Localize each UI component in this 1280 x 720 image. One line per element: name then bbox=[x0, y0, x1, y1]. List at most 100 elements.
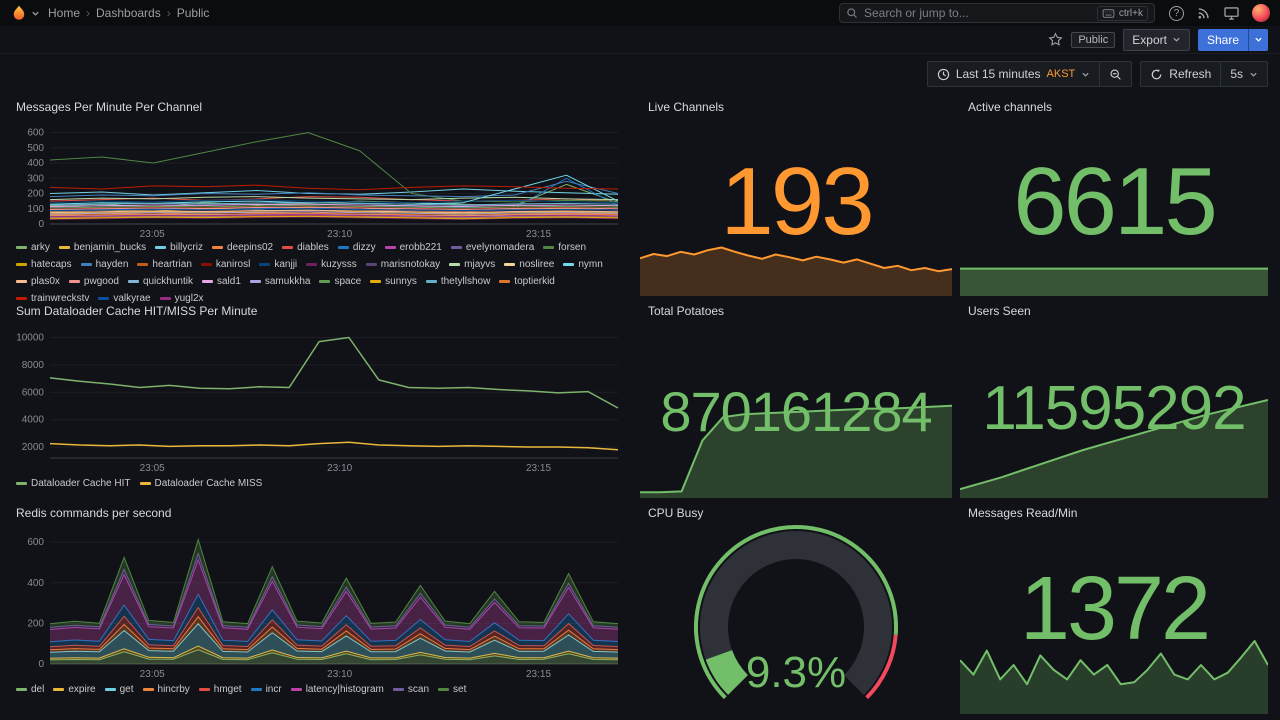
legend-swatch bbox=[98, 297, 110, 300]
help-icon[interactable]: ? bbox=[1169, 5, 1184, 21]
chart-legend: del expire get hincrby hmget incr latency|hist… bbox=[16, 682, 628, 697]
legend-item[interactable]: hincrby bbox=[142, 682, 190, 697]
legend-item[interactable]: thetyllshow bbox=[425, 274, 490, 289]
panel-title[interactable]: Users Seen bbox=[968, 304, 1031, 318]
legend-item[interactable]: nymn bbox=[563, 257, 603, 272]
panel-messages-read: Messages Read/Min 1372 bbox=[960, 502, 1268, 714]
sparkline[interactable] bbox=[960, 396, 1268, 498]
legend-item[interactable]: space bbox=[319, 274, 361, 289]
legend-item[interactable]: plas0x bbox=[16, 274, 60, 289]
legend-item[interactable]: billycriz bbox=[155, 240, 203, 255]
legend-item[interactable]: marisnotokay bbox=[365, 257, 440, 272]
export-button[interactable]: Export bbox=[1123, 28, 1190, 51]
legend-item[interactable]: samukkha bbox=[249, 274, 310, 289]
legend-label: pwgood bbox=[83, 276, 119, 287]
timeseries-chart[interactable]: 0 200 400 600 23:05 23:10 23:15 bbox=[14, 528, 624, 680]
share-button[interactable]: Share bbox=[1197, 28, 1248, 51]
legend-item[interactable]: nosliree bbox=[504, 257, 554, 272]
series-line bbox=[49, 336, 619, 409]
stat-value: 193 bbox=[720, 148, 874, 255]
panel-title[interactable]: Total Potatoes bbox=[648, 304, 725, 318]
timeseries-chart[interactable]: 0 100 200 300 400 500 600 23:05 23:10 23:15 bbox=[14, 122, 624, 240]
panel-title[interactable]: Messages Per Minute Per Channel bbox=[16, 100, 203, 114]
sparkline[interactable] bbox=[960, 262, 1268, 296]
legend-item[interactable]: sunnys bbox=[370, 274, 417, 289]
legend-item[interactable]: del bbox=[16, 682, 44, 697]
series-line bbox=[49, 203, 619, 207]
breadcrumb-current[interactable]: Public bbox=[176, 6, 210, 20]
legend-item[interactable]: incr bbox=[250, 682, 282, 697]
legend-item[interactable]: scan bbox=[392, 682, 430, 697]
legend-item[interactable]: set bbox=[438, 682, 466, 697]
zoom-out-button[interactable] bbox=[1100, 62, 1131, 86]
time-range-picker[interactable]: Last 15 minutes AKST bbox=[928, 62, 1099, 86]
series-line bbox=[49, 199, 619, 204]
x-axis-label: 23:15 bbox=[526, 229, 551, 240]
legend-item[interactable]: Dataloader Cache HIT bbox=[16, 476, 131, 491]
monitor-icon[interactable] bbox=[1224, 6, 1239, 20]
legend-item[interactable]: mjayvs bbox=[449, 257, 495, 272]
legend-item[interactable]: arky bbox=[16, 240, 50, 255]
sparkline-canvas bbox=[960, 267, 1268, 296]
legend-item[interactable]: dizzy bbox=[337, 240, 376, 255]
legend-item[interactable]: kuzysss bbox=[306, 257, 357, 272]
sparkline[interactable] bbox=[960, 614, 1268, 714]
legend-item[interactable]: evelynomadera bbox=[450, 240, 534, 255]
legend-item[interactable]: latency|histogram bbox=[290, 682, 384, 697]
public-tag[interactable]: Public bbox=[1071, 31, 1116, 48]
legend-label: scan bbox=[407, 684, 430, 695]
legend-item[interactable]: erobb221 bbox=[384, 240, 442, 255]
legend-item[interactable]: valkyrae bbox=[98, 291, 151, 306]
series-line bbox=[49, 441, 619, 451]
panel-title[interactable]: CPU Busy bbox=[648, 506, 704, 520]
panel-title[interactable]: Sum Dataloader Cache HIT/MISS Per Minute bbox=[16, 304, 258, 318]
legend-item[interactable]: get bbox=[104, 682, 134, 697]
legend-item[interactable]: expire bbox=[53, 682, 96, 697]
legend-item[interactable]: Dataloader Cache MISS bbox=[139, 476, 262, 491]
sparkline[interactable] bbox=[640, 238, 952, 296]
grafana-logo[interactable] bbox=[10, 4, 40, 22]
legend-item[interactable]: benjamin_bucks bbox=[58, 240, 146, 255]
nav-icon-group: ? bbox=[1169, 4, 1270, 22]
sparkline[interactable] bbox=[640, 400, 952, 498]
legend-item[interactable]: kanirosl bbox=[200, 257, 250, 272]
legend-item[interactable]: trainwreckstv bbox=[16, 291, 89, 306]
legend-item[interactable]: sald1 bbox=[201, 274, 241, 289]
legend-label: latency|histogram bbox=[305, 684, 384, 695]
share-menu-button[interactable] bbox=[1248, 28, 1268, 51]
panel-title[interactable]: Active channels bbox=[968, 100, 1053, 114]
y-axis-label: 200 bbox=[27, 189, 44, 200]
rss-icon[interactable] bbox=[1197, 6, 1211, 20]
search-input[interactable]: Search or jump to... ctrl+k bbox=[839, 3, 1155, 23]
y-axis-label: 400 bbox=[27, 158, 44, 169]
panel-title[interactable]: Live Channels bbox=[648, 100, 725, 114]
legend-item[interactable]: diables bbox=[282, 240, 329, 255]
refresh-button[interactable]: Refresh bbox=[1141, 62, 1220, 86]
series-line bbox=[49, 606, 619, 648]
legend-item[interactable]: hayden bbox=[80, 257, 128, 272]
legend-item[interactable]: kanjji bbox=[259, 257, 297, 272]
series-line bbox=[49, 196, 619, 201]
legend-item[interactable]: pwgood bbox=[68, 274, 119, 289]
avatar[interactable] bbox=[1252, 4, 1270, 22]
legend-item[interactable]: toptierkid bbox=[499, 274, 555, 289]
legend-item[interactable]: heartrian bbox=[137, 257, 192, 272]
legend-item[interactable]: deepins02 bbox=[211, 240, 273, 255]
breadcrumb-dashboards[interactable]: Dashboards bbox=[96, 6, 161, 20]
legend-item[interactable]: yugl2x bbox=[159, 291, 204, 306]
spark-area bbox=[960, 268, 1268, 296]
refresh-interval-select[interactable]: 5s bbox=[1221, 62, 1267, 86]
legend-item[interactable]: hmget bbox=[198, 682, 242, 697]
panel-title[interactable]: Redis commands per second bbox=[16, 506, 172, 520]
timezone-label: AKST bbox=[1046, 68, 1076, 80]
series-line bbox=[49, 645, 619, 659]
legend-item[interactable]: quickhuntik bbox=[127, 274, 193, 289]
legend-item[interactable]: forsen bbox=[543, 240, 586, 255]
gauge-chart[interactable]: 9.3% bbox=[640, 520, 952, 712]
panel-title[interactable]: Messages Read/Min bbox=[968, 506, 1078, 520]
legend-item[interactable]: hatecaps bbox=[16, 257, 72, 272]
timeseries-chart[interactable]: 2000 4000 6000 8000 10000 23:05 23:10 23:15 bbox=[14, 326, 624, 474]
star-icon[interactable] bbox=[1048, 32, 1063, 47]
breadcrumb-home[interactable]: Home bbox=[48, 6, 81, 20]
series-line bbox=[49, 205, 619, 209]
